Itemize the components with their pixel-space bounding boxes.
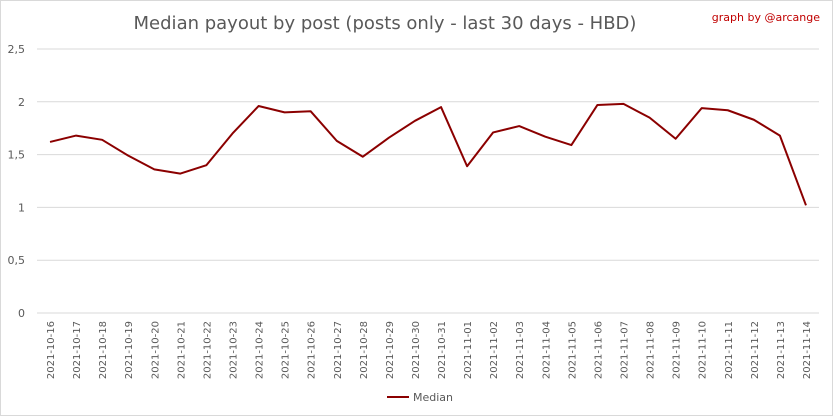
chart-credit: graph by @arcange: [711, 11, 820, 24]
x-tick-label: 2021-11-07: [620, 321, 631, 379]
x-tick-label: 2021-10-24: [255, 321, 266, 379]
x-tick-label: 2021-10-31: [437, 321, 448, 379]
x-tick-label: 2021-10-20: [150, 321, 161, 379]
x-tick-label: 2021-11-05: [567, 321, 578, 379]
x-tick-label: 2021-10-17: [72, 321, 83, 379]
x-tick-label: 2021-11-10: [698, 321, 709, 379]
y-tick-label: 1,5: [8, 149, 26, 162]
x-tick-label: 2021-10-27: [333, 321, 344, 379]
chart-title: Median payout by post (posts only - last…: [133, 13, 637, 34]
x-tick-label: 2021-10-28: [359, 321, 370, 379]
x-tick-label: 2021-11-01: [463, 321, 474, 379]
y-tick-label: 2,5: [8, 43, 26, 56]
x-tick-label: 2021-11-09: [672, 321, 683, 379]
x-tick-label: 2021-10-22: [202, 321, 213, 379]
x-tick-label: 2021-10-21: [176, 321, 187, 379]
x-tick-label: 2021-10-23: [229, 321, 240, 379]
legend-label: Median: [413, 391, 453, 404]
x-tick-label: 2021-10-19: [124, 321, 135, 379]
x-tick-label: 2021-10-26: [307, 321, 318, 379]
x-tick-label: 2021-11-02: [489, 321, 500, 379]
y-tick-label: 1: [18, 201, 25, 214]
x-tick-label: 2021-10-29: [385, 321, 396, 379]
x-tick-label: 2021-11-03: [515, 321, 526, 379]
x-tick-label: 2021-11-06: [593, 321, 604, 379]
series-line-median: [49, 102, 807, 206]
x-tick-label: 2021-11-13: [776, 321, 787, 379]
x-tick-label: 2021-11-12: [750, 321, 761, 379]
y-tick-label: 2: [18, 96, 25, 109]
x-tick-label: 2021-10-18: [98, 321, 109, 379]
x-tick-label: 2021-10-25: [281, 321, 292, 379]
x-tick-label: 2021-10-30: [411, 321, 422, 379]
x-tick-label: 2021-11-08: [646, 321, 657, 379]
y-tick-label: 0,5: [8, 254, 26, 267]
x-tick-label: 2021-11-04: [541, 321, 552, 379]
x-tick-label: 2021-10-16: [46, 321, 57, 379]
y-tick-label: 0: [18, 307, 25, 320]
x-tick-label: 2021-11-11: [724, 321, 735, 379]
x-tick-label: 2021-11-14: [802, 321, 813, 379]
